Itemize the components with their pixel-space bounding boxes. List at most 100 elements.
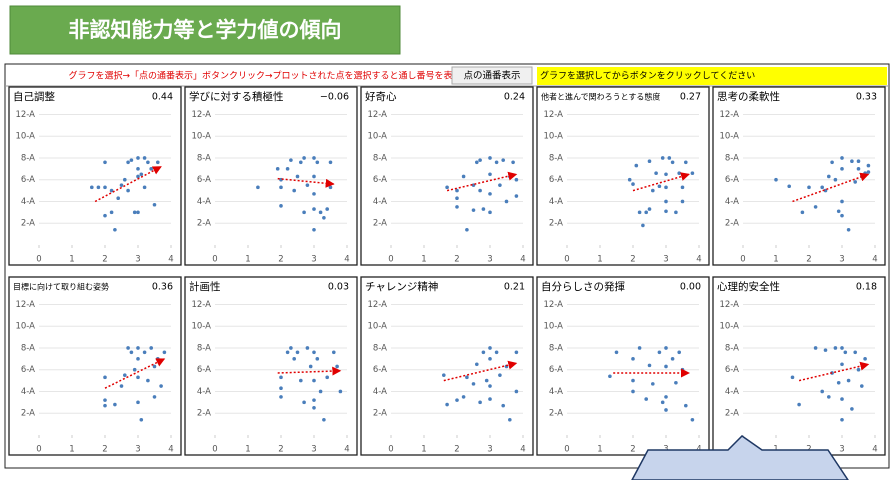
point — [843, 350, 848, 355]
x-tick-label: 0 — [36, 445, 41, 455]
y-tick-label: 6-A — [197, 365, 211, 375]
point — [475, 362, 479, 367]
point — [830, 160, 834, 165]
chart-title: 自己調整 — [13, 90, 55, 103]
point — [126, 160, 130, 165]
chart-frame — [8, 276, 182, 456]
point — [302, 210, 306, 215]
point — [478, 400, 482, 405]
point — [836, 209, 841, 214]
point — [335, 364, 339, 369]
point — [674, 380, 678, 385]
point — [651, 188, 655, 193]
trend-line — [792, 172, 870, 203]
point — [680, 367, 685, 372]
chart-frame — [712, 86, 886, 266]
header-box — [9, 5, 401, 55]
chart-title: 学びに対する積極性 — [189, 90, 284, 103]
correlation: 0.00 — [680, 282, 701, 293]
y-tick-label: 2-A — [725, 409, 739, 419]
point — [641, 223, 645, 228]
x-tick-label: 3 — [135, 445, 140, 455]
point — [471, 208, 476, 212]
correlation: 0.03 — [328, 282, 349, 293]
point — [647, 363, 652, 368]
y-tick-label: 12-A — [191, 110, 211, 120]
x-tick-label: 1 — [245, 255, 250, 265]
y-tick-label: 8-A — [197, 343, 211, 353]
point — [800, 210, 805, 215]
point — [488, 156, 492, 160]
point — [123, 177, 127, 182]
point — [846, 227, 851, 232]
chart-title: チャレンジ精神 — [365, 280, 438, 293]
point — [677, 171, 681, 175]
point — [295, 350, 300, 355]
y-tick-label: 8-A — [197, 153, 211, 163]
point — [690, 171, 695, 175]
button[interactable] — [451, 66, 533, 85]
point — [338, 389, 343, 394]
y-tick-label: 4-A — [21, 197, 35, 207]
chart-frame — [536, 276, 710, 456]
y-tick-label: 10-A — [543, 322, 563, 332]
y-tick-label: 4-A — [549, 197, 563, 207]
x-tick-label: 2 — [454, 255, 459, 265]
point — [159, 384, 163, 388]
point — [637, 346, 642, 350]
point — [660, 156, 665, 160]
point — [677, 350, 681, 355]
trend-line — [94, 166, 162, 203]
point — [674, 210, 678, 215]
point — [823, 348, 828, 352]
point — [328, 160, 333, 165]
point — [833, 177, 838, 182]
point — [631, 182, 635, 186]
point — [465, 227, 469, 232]
point — [514, 389, 519, 394]
x-tick-label: 2 — [630, 445, 635, 455]
point — [113, 402, 117, 407]
y-tick-label: 12-A — [191, 300, 211, 310]
point — [664, 209, 668, 214]
trend-line — [632, 172, 690, 192]
trend-line — [277, 366, 342, 376]
point — [790, 375, 795, 380]
point — [820, 389, 824, 394]
point — [475, 160, 479, 165]
point — [501, 158, 506, 162]
x-tick-label: 2 — [278, 255, 283, 265]
point — [481, 207, 486, 211]
point — [664, 408, 668, 412]
point — [455, 196, 459, 201]
point — [312, 227, 316, 232]
x-tick-label: 2 — [278, 445, 283, 455]
point — [853, 350, 857, 355]
y-tick-label: 12-A — [719, 300, 739, 310]
y-tick-label: 4-A — [725, 387, 739, 397]
point — [312, 207, 316, 211]
point — [292, 188, 297, 193]
point — [647, 159, 652, 164]
point — [863, 171, 867, 175]
point — [455, 398, 459, 402]
x-tick-label: 4 — [344, 255, 349, 265]
point — [126, 346, 130, 350]
correlation: 0.33 — [856, 92, 877, 103]
point — [136, 156, 140, 160]
point — [299, 378, 303, 383]
point — [156, 160, 160, 165]
point — [279, 185, 283, 190]
point — [103, 375, 107, 380]
point — [149, 167, 153, 171]
x-tick-label: 4 — [168, 445, 173, 455]
point — [488, 192, 492, 196]
y-tick-label: 2-A — [725, 219, 739, 229]
button-label[interactable]: 点の通番表示 — [463, 70, 520, 82]
point — [670, 160, 675, 165]
point — [455, 205, 459, 209]
point — [478, 158, 482, 162]
point — [285, 350, 290, 355]
point — [866, 163, 871, 168]
point — [103, 403, 107, 408]
